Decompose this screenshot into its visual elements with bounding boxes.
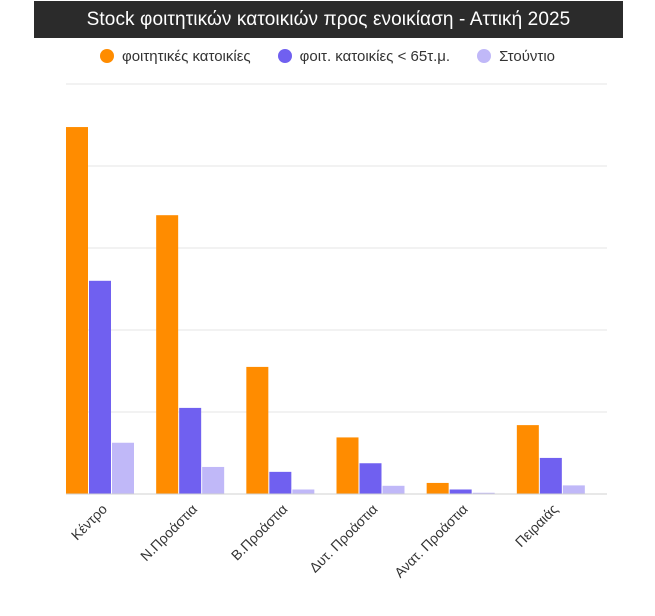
bar-5-2[interactable] <box>562 485 585 494</box>
x-tick-label: Β.Προάστια <box>228 501 291 564</box>
x-tick-label: Ανατ. Προάστια <box>391 501 471 581</box>
bar-2-0[interactable] <box>246 366 269 494</box>
bar-2-1[interactable] <box>269 471 292 494</box>
bar-0-0[interactable] <box>66 127 88 495</box>
x-tick-label: Ν.Προάστια <box>137 501 200 564</box>
bar-1-1[interactable] <box>179 407 202 494</box>
x-tick-label: Δυτ. Προάστια <box>306 501 381 576</box>
bar-5-1[interactable] <box>539 457 562 494</box>
legend-item-studio[interactable]: Στούντιο <box>477 48 555 65</box>
legend-swatch-studio <box>477 49 492 63</box>
bar-4-2[interactable] <box>472 492 495 494</box>
chart-legend: φοιτητικές κατοικίες φοιτ. κατοικίες < 6… <box>0 45 655 67</box>
bar-3-2[interactable] <box>382 485 405 494</box>
bar-3-1[interactable] <box>359 463 382 494</box>
bar-0-1[interactable] <box>89 280 111 494</box>
chart-title: Stock φοιτητικών κατοικιών προς ενοικίασ… <box>34 1 623 38</box>
bar-1-0[interactable] <box>156 215 179 494</box>
legend-swatch-small-student-housing <box>277 49 292 63</box>
legend-label-studio: Στούντιο <box>499 47 556 65</box>
legend-label-small-student-housing: φοιτ. κατοικίες < 65τ.μ. <box>299 47 451 65</box>
x-tick-label: Πειραιάς <box>512 501 561 550</box>
bar-0-2[interactable] <box>112 442 134 494</box>
bar-4-0[interactable] <box>426 482 449 494</box>
bar-1-2[interactable] <box>202 466 225 494</box>
bar-3-0[interactable] <box>336 437 359 494</box>
legend-item-student-housing[interactable]: φοιτητικές κατοικίες <box>99 47 251 65</box>
bar-4-1[interactable] <box>449 489 472 494</box>
legend-swatch-student-housing <box>99 49 114 63</box>
x-tick-label: Κέντρο <box>68 501 110 543</box>
bar-2-2[interactable] <box>292 489 315 494</box>
legend-item-small-student-housing[interactable]: φοιτ. κατοικίες < 65τ.μ. <box>277 47 451 65</box>
legend-label-student-housing: φοιτητικές κατοικίες <box>121 47 251 65</box>
bar-5-0[interactable] <box>516 425 539 494</box>
